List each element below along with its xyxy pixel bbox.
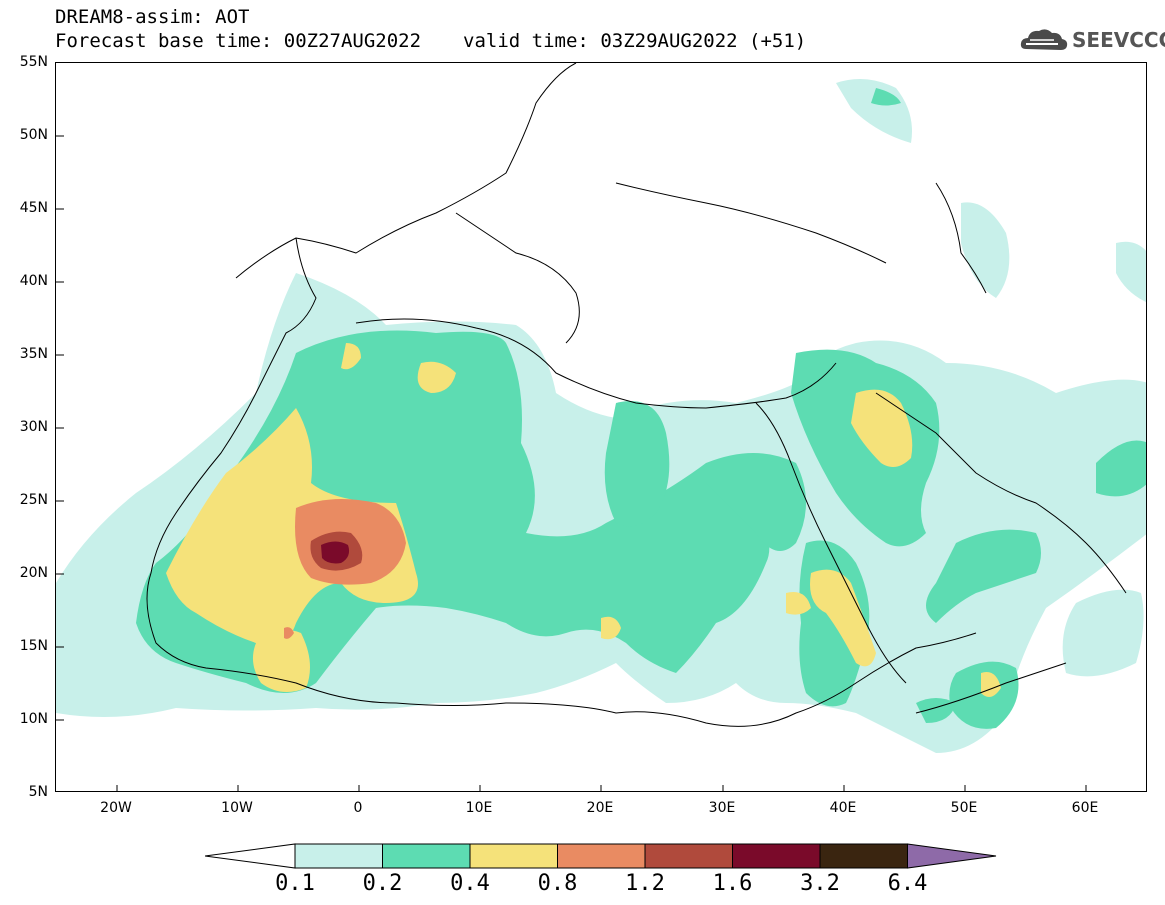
valid-time: valid time: 03Z29AUG2022 (+51) (463, 30, 807, 52)
lon-label: 40E (829, 800, 857, 816)
lat-label: 15N (19, 638, 48, 654)
lon-label: 30E (708, 800, 736, 816)
cloud-icon (1020, 29, 1068, 50)
map-title: DREAM8-assim: AOT (55, 6, 250, 28)
colorbar-segment (732, 843, 821, 869)
colorbar-label: 0.1 (275, 871, 315, 896)
lat-label: 30N (19, 419, 48, 435)
lat-label: 25N (19, 492, 48, 508)
colorbar-segment (644, 843, 733, 869)
colorbar-segment (469, 843, 558, 869)
colorbar-segment (557, 843, 646, 869)
aot-map (55, 62, 1147, 792)
lat-label: 10N (19, 711, 48, 727)
coastlines (146, 63, 1127, 727)
colorbar-over-triangle (907, 843, 997, 869)
lon-label: 20E (586, 800, 614, 816)
lon-label: 10E (465, 800, 493, 816)
colorbar-segment (819, 843, 908, 869)
lat-label: 55N (19, 54, 48, 70)
colorbar-label: 0.2 (362, 871, 403, 896)
forecast-times: Forecast base time: 00Z27AUG2022 valid ti… (55, 30, 806, 52)
aot-field (56, 63, 1146, 791)
colorbar-label: 0.4 (450, 871, 490, 896)
lon-label: 60E (1071, 800, 1099, 816)
colorbar-label: 3.2 (800, 871, 840, 896)
colorbar-segment (294, 843, 383, 869)
colorbar-label: 1.2 (625, 871, 665, 896)
lon-label: 20W (100, 800, 132, 816)
lon-label: 10W (221, 800, 253, 816)
logo-text: SEEVCCC (1072, 28, 1165, 52)
lon-label: 50E (950, 800, 978, 816)
lat-label: 20N (19, 565, 48, 581)
colorbar-label: 6.4 (887, 871, 928, 896)
seevccc-logo: SEEVCCC (1018, 25, 1165, 55)
lat-label: 35N (19, 346, 48, 362)
axis-ticks (56, 135, 1087, 791)
aot-level-0-4 (166, 343, 1001, 697)
lon-label: 0 (353, 800, 363, 816)
aot-level-1-6 (321, 541, 350, 564)
base-time: Forecast base time: 00Z27AUG2022 (55, 30, 422, 52)
lat-label: 5N (28, 784, 48, 800)
colorbar-under-triangle (205, 843, 296, 869)
lat-label: 50N (19, 127, 48, 143)
lat-label: 45N (19, 200, 48, 216)
colorbar-label: 1.6 (712, 871, 753, 896)
lat-label: 40N (19, 273, 48, 289)
colorbar (205, 843, 997, 869)
colorbar-segment (382, 843, 471, 869)
colorbar-label: 0.8 (537, 871, 578, 896)
